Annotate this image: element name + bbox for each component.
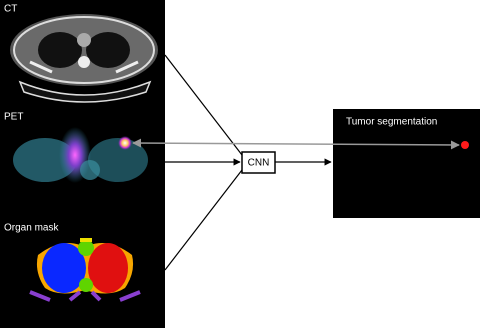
organ-mask-panel-part [42, 243, 86, 293]
ct-panel-part [18, 80, 152, 103]
organ-mask-panel-part [80, 238, 92, 242]
pet-panel-part [118, 136, 132, 150]
output-panel-part [333, 109, 480, 218]
output-label: Tumor segmentation [346, 117, 437, 128]
output-panel: Tumor segmentation [333, 109, 480, 218]
output-panel-part [461, 141, 469, 149]
ct-panel-part [38, 32, 82, 68]
input-label: PET [4, 112, 23, 123]
organ-mask-panel-part [88, 243, 128, 293]
pet-panel: PET [0, 108, 165, 218]
ct-panel-part [13, 16, 155, 84]
cnn-box: CNN [241, 151, 276, 174]
arrows-part [164, 54, 243, 156]
arrows [132, 54, 460, 271]
ct-panel-part [77, 33, 91, 47]
input-label: Organ mask [4, 223, 59, 234]
arrows-part [132, 138, 460, 150]
ct-panel-part [29, 60, 139, 74]
ct-panel-part [86, 32, 130, 68]
organ-mask-panel-part [78, 240, 94, 256]
model-label: CNN [248, 158, 270, 169]
ct-panel: CT [0, 0, 165, 108]
pet-panel-part [80, 160, 100, 180]
organ-mask-panel-part [29, 290, 141, 302]
arrows-part [164, 169, 243, 271]
organ-mask-panel-part [79, 278, 93, 292]
ct-panel-part [78, 56, 90, 68]
organ-mask-panel: Organ mask [0, 218, 165, 328]
input-label: CT [4, 4, 17, 15]
